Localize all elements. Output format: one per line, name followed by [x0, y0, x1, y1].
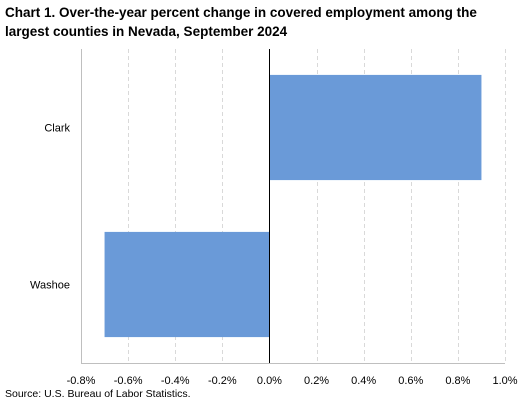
x-tick-labels: -0.8% -0.6% -0.4% -0.2% 0.0% 0.2% 0.4% 0.6% 0.8%… [67, 375, 518, 387]
x-tick-label: -0.6% [114, 375, 143, 387]
x-tick-label: 0.8% [445, 375, 470, 387]
x-tick-label: -0.2% [208, 375, 237, 387]
x-tick-label: 0.0% [257, 375, 282, 387]
x-tick-label: 1.0% [492, 375, 517, 387]
category-label-clark: Clark [44, 123, 70, 135]
bars [104, 74, 482, 338]
category-label-washoe: Washoe [30, 280, 70, 292]
x-tick-label: -0.4% [161, 375, 190, 387]
x-tick-label: 0.4% [351, 375, 376, 387]
axes [81, 49, 505, 364]
x-tick-label: 0.2% [304, 375, 329, 387]
bar-clark [269, 74, 482, 181]
x-tick-label: 0.6% [398, 375, 423, 387]
category-labels: Clark Washoe [30, 123, 70, 292]
chart-title: Chart 1. Over-the-year percent change in… [5, 5, 477, 39]
x-tick-label: -0.8% [67, 375, 96, 387]
source-note: Source: U.S. Bureau of Labor Statistics. [5, 388, 191, 400]
bar-washoe [104, 231, 270, 338]
